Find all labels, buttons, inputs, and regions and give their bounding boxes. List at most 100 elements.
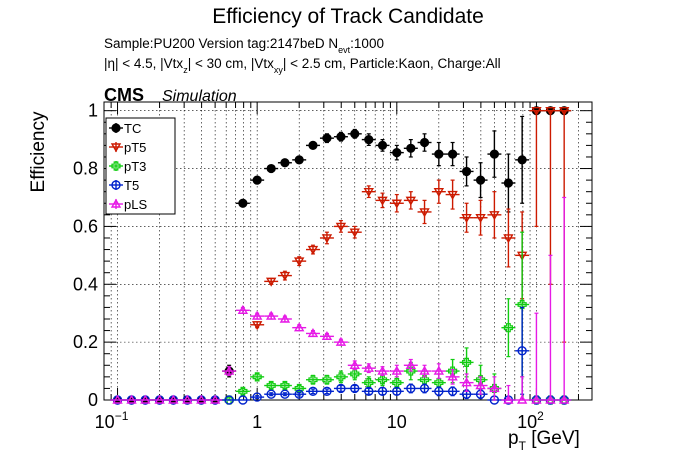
data-point-pT3 [308, 375, 318, 385]
data-point-T5 [266, 389, 276, 399]
data-point-pT3 [392, 378, 402, 388]
data-point-pT5 [335, 222, 347, 232]
data-point-pT5 [279, 271, 291, 282]
data-point-TC [448, 149, 458, 159]
data-point-pT5 [265, 277, 277, 287]
data-point-TC [308, 140, 318, 150]
data-point-pT3 [364, 378, 374, 388]
legend-marker-pT3 [111, 161, 121, 171]
data-point-pT5 [461, 214, 472, 224]
experiment-tag: Simulation [162, 88, 237, 105]
data-point-pLS [196, 394, 207, 404]
data-point-TC [377, 140, 388, 150]
data-point-pLS [209, 394, 221, 404]
data-point-pT3 [322, 375, 332, 385]
x-tick-label: 102 [517, 409, 544, 432]
data-point-T5 [406, 383, 416, 394]
data-point-T5 [294, 389, 304, 399]
data-point-pT3 [517, 299, 527, 310]
data-point-pLS [279, 313, 291, 323]
data-marks [110, 106, 572, 405]
data-point-pLS [516, 394, 528, 404]
data-point-pLS [531, 394, 542, 404]
data-point-pT5 [433, 187, 445, 198]
data-point-pLS [168, 394, 179, 404]
series-pT5 [250, 106, 572, 343]
grid-lines [103, 102, 592, 401]
data-point-TC [294, 155, 304, 165]
subtitle-line-2: |η| < 4.5, |Vtxz| < 30 cm, |Vtxxy| < 2.5… [104, 56, 501, 75]
data-point-T5 [419, 383, 430, 394]
y-tick-label: 1 [88, 101, 98, 121]
y-tick-label: 0.6 [73, 216, 98, 236]
data-point-pLS [154, 394, 165, 404]
data-point-pLS [223, 365, 235, 375]
legend-marker-TC [111, 123, 121, 133]
axis-ticks: 0 0.2 0.4 0.6 0.8 1 10−1 1 10 102 [73, 101, 592, 432]
data-point-TC [406, 143, 416, 153]
data-point-pT3 [238, 386, 248, 396]
legend-label: pT3 [124, 159, 146, 174]
data-point-pT5 [447, 190, 458, 200]
data-point-pT5 [475, 214, 486, 224]
data-point-T5 [434, 386, 444, 397]
data-point-TC [252, 175, 262, 185]
data-point-T5 [350, 383, 360, 394]
data-point-T5 [377, 386, 388, 397]
data-point-T5 [336, 383, 346, 394]
data-point-pLS [489, 383, 500, 393]
legend-marker-T5 [111, 180, 121, 190]
legend-label: T5 [124, 178, 139, 193]
data-point-T5 [447, 386, 458, 397]
data-point-TC [322, 133, 332, 143]
data-point-pT5 [377, 196, 388, 206]
y-tick-label: 0.2 [73, 332, 98, 352]
data-point-pT3 [377, 375, 388, 385]
data-point-pT5 [293, 257, 305, 267]
data-point-TC [364, 135, 374, 145]
data-point-TC [266, 163, 276, 174]
legend-label: pT5 [124, 140, 146, 155]
data-point-pT5 [391, 199, 403, 209]
y-tick-label: 0.8 [73, 159, 98, 179]
series-TC [110, 106, 572, 405]
data-point-TC [350, 129, 360, 139]
y-tick-label: 0 [88, 390, 98, 410]
chart-title: Efficiency of Track Candidate [212, 5, 484, 28]
data-point-pT5 [251, 321, 263, 331]
data-point-pLS [237, 304, 249, 315]
experiment-label: CMS [104, 85, 144, 105]
data-point-T5 [322, 386, 332, 397]
data-point-pT3 [461, 357, 472, 367]
data-point-pLS [545, 394, 556, 404]
data-point-TC [238, 198, 248, 208]
data-point-pT5 [419, 208, 430, 218]
data-point-pT5 [503, 234, 514, 244]
data-point-pLS [112, 394, 123, 404]
data-point-TC [489, 149, 499, 159]
data-point-pT5 [489, 211, 500, 221]
data-point-pT5 [558, 106, 570, 117]
data-point-T5 [392, 386, 402, 397]
data-point-pT3 [336, 372, 346, 382]
data-point-pLS [503, 394, 514, 404]
data-point-T5 [252, 392, 262, 402]
legend-label: TC [124, 121, 141, 136]
data-point-pLS [433, 365, 445, 375]
data-point-pT5 [349, 228, 360, 238]
data-point-pLS [419, 365, 430, 375]
data-point-pT5 [405, 196, 417, 206]
data-point-TC [419, 137, 430, 148]
data-point-pLS [335, 336, 347, 346]
data-point-pLS [377, 365, 388, 375]
data-point-T5 [308, 386, 318, 397]
data-point-pLS [182, 394, 193, 404]
data-point-T5 [517, 346, 527, 356]
data-point-pLS [363, 362, 374, 372]
x-axis-label: pT [GeV] [508, 428, 580, 453]
data-point-pT5 [307, 245, 319, 255]
data-point-pT5 [363, 187, 374, 198]
data-point-TC [280, 158, 290, 168]
subtitle-line-1: Sample:PU200 Version tag:2147beD Nevt:10… [104, 36, 384, 55]
